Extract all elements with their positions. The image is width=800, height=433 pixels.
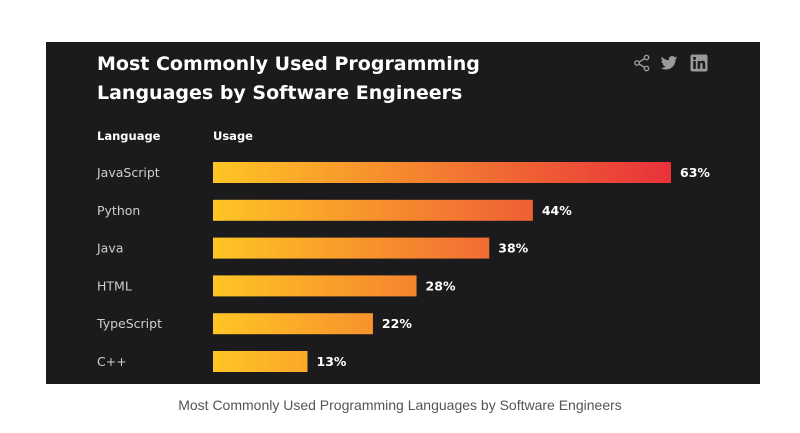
bar-c- xyxy=(213,351,308,372)
bar-typescript xyxy=(213,313,373,335)
value-label: 13% xyxy=(317,354,347,369)
category-label: C++ xyxy=(97,354,127,369)
bar-html xyxy=(213,275,417,297)
share-icon[interactable] xyxy=(633,54,651,72)
category-label: Java xyxy=(96,241,123,256)
bar-python xyxy=(213,199,533,221)
figure-caption: Most Commonly Used Programming Languages… xyxy=(178,397,622,413)
bar-java xyxy=(213,237,490,259)
bar-javascript xyxy=(213,162,671,183)
value-label: 38% xyxy=(498,241,528,256)
chart-card: Most Commonly Used Programming Languages… xyxy=(46,42,760,384)
value-label: 22% xyxy=(382,316,412,331)
category-label: TypeScript xyxy=(96,316,162,331)
category-label: HTML xyxy=(97,278,132,293)
value-label: 28% xyxy=(426,278,456,293)
column-header-language: Language xyxy=(97,129,161,143)
linkedin-icon[interactable] xyxy=(690,54,708,72)
twitter-icon[interactable] xyxy=(660,54,678,72)
value-label: 44% xyxy=(542,203,572,218)
bar-chart: JavaScript 63% Python 44% Java 38% HTML 28% Type… xyxy=(96,162,710,372)
column-header-usage: Usage xyxy=(213,129,253,143)
value-label: 63% xyxy=(680,165,710,180)
chart-title: Most Commonly Used Programming Languages… xyxy=(97,53,480,104)
category-label: JavaScript xyxy=(96,165,160,180)
category-label: Python xyxy=(97,203,140,218)
